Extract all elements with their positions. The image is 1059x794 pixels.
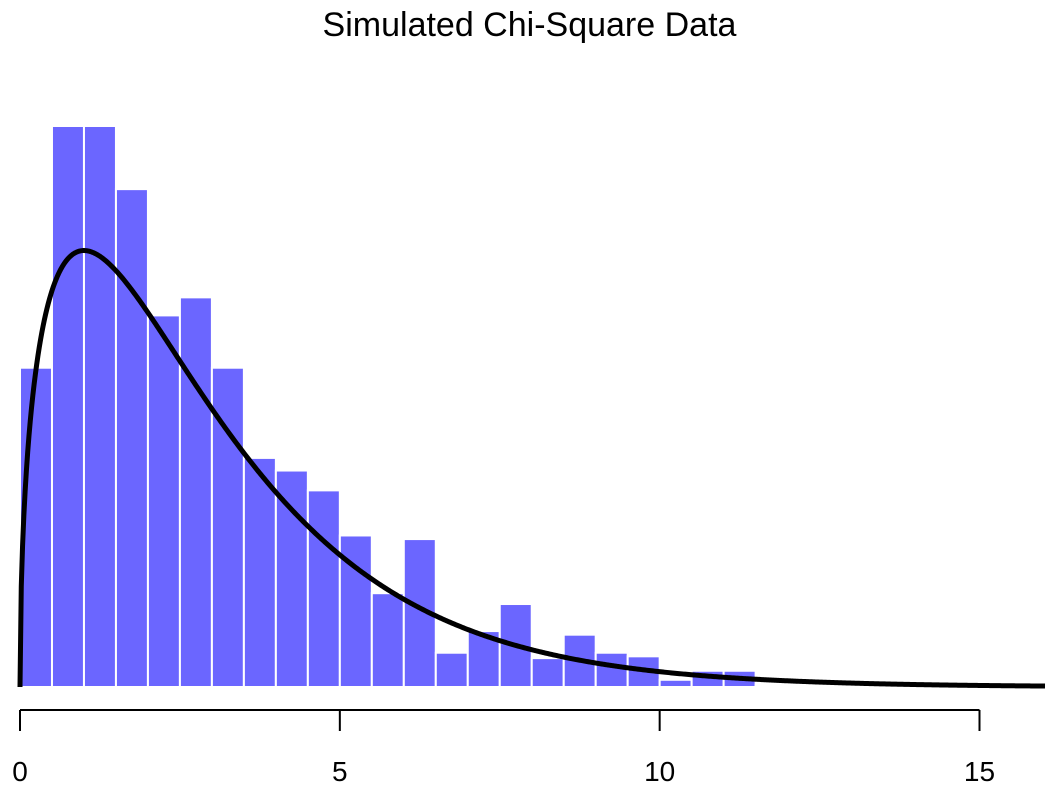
histogram-bar [178, 296, 213, 688]
x-tick-label: 15 [964, 756, 995, 787]
density-curve [17, 248, 1047, 689]
x-tick-label: 0 [12, 756, 28, 787]
histogram-bar [594, 651, 629, 688]
histogram-bar [466, 630, 501, 688]
histogram-bar [370, 592, 405, 688]
histogram-bar [306, 489, 341, 688]
histogram-bar [434, 651, 469, 688]
histogram-bar [82, 125, 117, 688]
histogram-bar [658, 678, 693, 688]
x-tick-label: 5 [332, 756, 348, 787]
histogram-bar [50, 125, 85, 688]
histogram-bar [754, 684, 789, 689]
x-axis: 0 5 10 15 [12, 709, 995, 787]
histogram-bar [146, 314, 181, 688]
histogram-bar [210, 366, 245, 688]
histogram-bar [242, 456, 277, 688]
histogram-bar [114, 188, 149, 689]
histogram-bar [530, 657, 565, 688]
histogram-bars [19, 125, 789, 689]
chart-title: Simulated Chi-Square Data [322, 6, 737, 44]
x-tick-label: 10 [644, 756, 675, 787]
histogram-bar [274, 469, 309, 689]
